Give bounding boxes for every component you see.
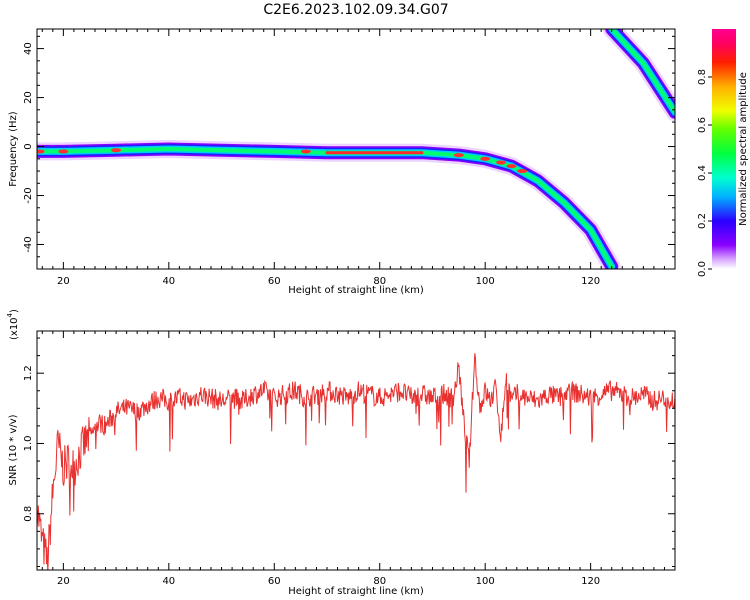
colorbar: 0.0 0.2 0.4 0.6 0.8 Normalized spectral ampl… [697, 29, 749, 277]
snr-frame [36, 330, 676, 571]
colorbar-label: Normalized spectral amplitude [738, 72, 749, 226]
ridge-hotspot [517, 169, 528, 174]
y-tick-label: 1.2 [23, 365, 34, 381]
y-tick-label: 20 [23, 91, 34, 104]
colorbar-tick-label: 0.0 [697, 261, 708, 277]
spectrogram-ridges [37, 29, 675, 269]
ridge-hotspot [480, 156, 491, 161]
x-tick-label: 60 [268, 576, 281, 587]
y-tick-label: 0 [23, 143, 34, 149]
x-tick-label: 40 [162, 276, 175, 287]
colorbar-tick-label: 0.8 [697, 69, 708, 85]
x-tick-label: 20 [57, 576, 70, 587]
snr-ticks: 20 40 60 80 100 120 0.8 1.0 1.2 [23, 331, 676, 587]
ridge-hotspot [496, 160, 506, 165]
snr-scale-label: (x104) [6, 309, 20, 340]
x-tick-label: 80 [373, 576, 386, 587]
x-tick-label: 80 [373, 276, 386, 287]
snr-xlabel: Height of straight line (km) [288, 586, 424, 597]
x-tick-label: 100 [476, 276, 495, 287]
spectrogram-frame [36, 28, 676, 270]
ridge-hotspot [453, 153, 464, 158]
y-tick-label: 40 [23, 42, 34, 55]
snr-scale-base: (x10 [9, 317, 20, 340]
colorbar-tick-label: 0.6 [697, 117, 708, 133]
ridge-hotspot [37, 149, 45, 154]
spectrogram-panel: 20 40 60 80 100 120 40 20 0 -20 -40 Height of stra… [8, 28, 676, 296]
ridge-hotspot [506, 164, 517, 169]
ridge-hotspot [58, 149, 69, 154]
y-tick-label: 1.0 [23, 436, 34, 452]
snr-line-area [37, 353, 675, 570]
x-tick-label: 120 [581, 276, 600, 287]
figure-title: C2E6.2023.102.09.34.G07 [263, 2, 448, 18]
snr-scale-close: ) [9, 309, 20, 313]
ridge-hotspot [300, 149, 311, 154]
x-tick-label: 20 [57, 276, 70, 287]
x-tick-label: 100 [476, 576, 495, 587]
colorbar-tick-label: 0.2 [697, 213, 708, 229]
spectrogram-ticks: 20 40 60 80 100 120 40 20 0 -20 -40 [23, 29, 676, 287]
colorbar-tick-label: 0.4 [697, 165, 708, 181]
spectrogram-ylabel: Frequency (Hz) [8, 111, 19, 187]
ridge-hotspot [111, 148, 122, 153]
snr-scale-exponent: 4 [6, 312, 14, 317]
x-tick-label: 120 [581, 576, 600, 587]
snr-series-line [37, 353, 675, 570]
x-tick-label: 40 [162, 576, 175, 587]
colorbar-ticks: 0.0 0.2 0.4 0.6 0.8 [697, 69, 712, 277]
y-tick-label: 0.8 [23, 506, 34, 522]
y-tick-label: -40 [23, 236, 34, 252]
spectrogram-xlabel: Height of straight line (km) [288, 285, 424, 296]
y-tick-label: -20 [23, 187, 34, 203]
main-ridge-band-1 [37, 142, 619, 269]
snr-panel: 20 40 60 80 100 120 0.8 1.0 1.2 Height of straig… [6, 309, 676, 597]
snr-ylabel: SNR (10 * v/v) [8, 414, 19, 485]
colorbar-gradient [712, 29, 736, 269]
aliased-ridge-band-4 [609, 29, 675, 115]
svg-text:(x104): (x104) [6, 309, 20, 340]
x-tick-label: 60 [268, 276, 281, 287]
